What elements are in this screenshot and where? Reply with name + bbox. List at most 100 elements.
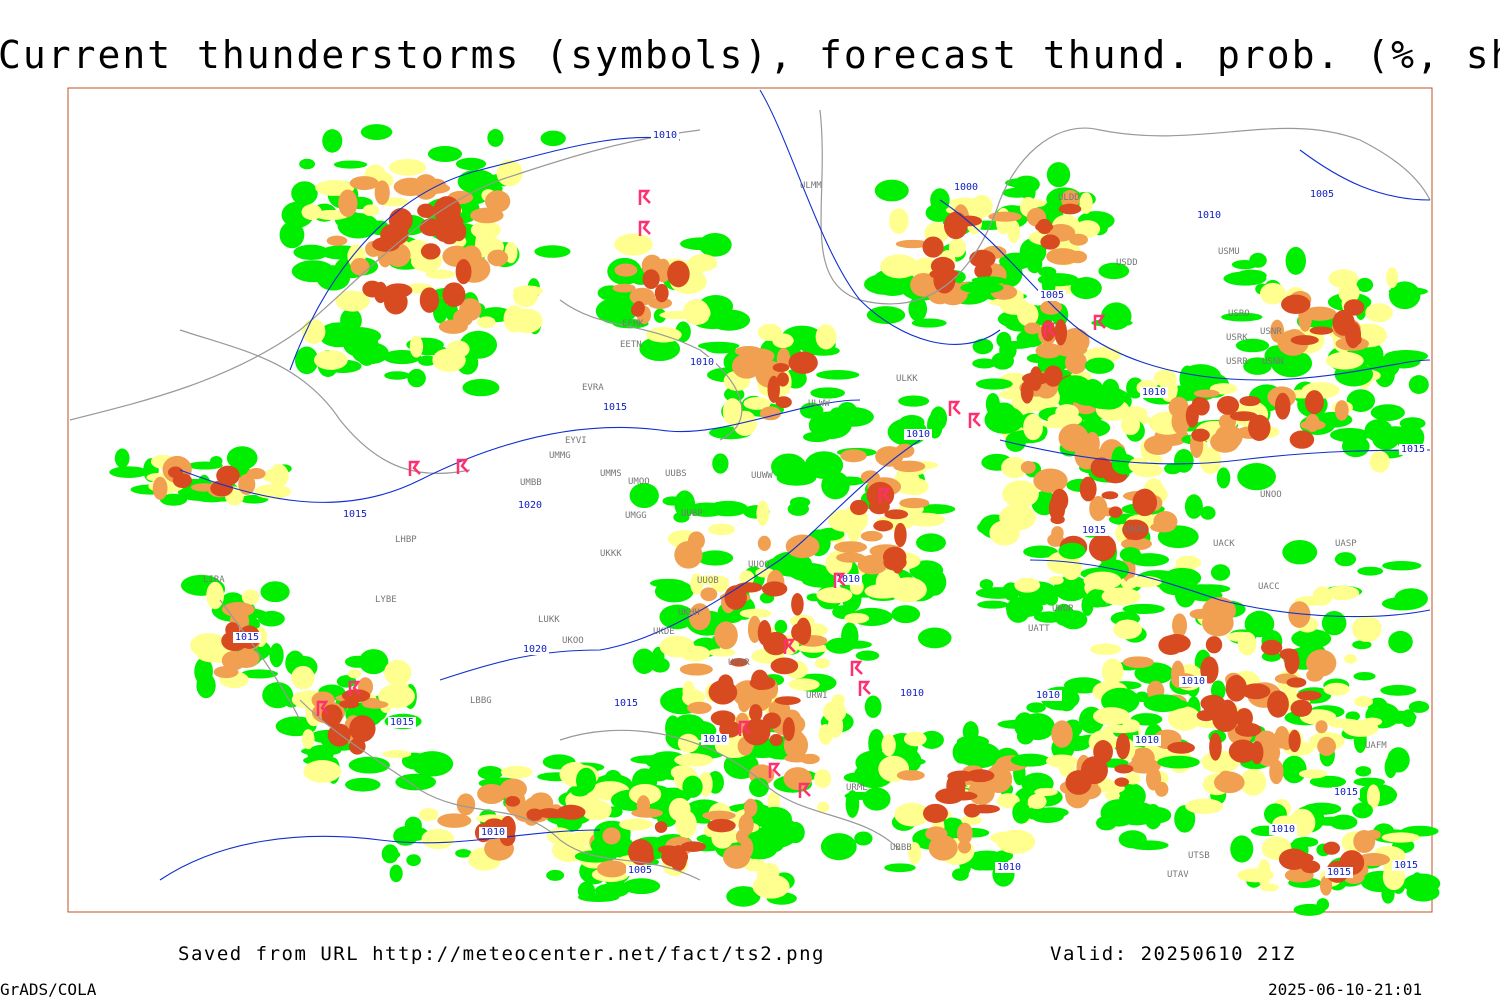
isobar-label: 1005: [628, 865, 652, 876]
shade-cell: [749, 704, 763, 722]
shade-cell: [799, 402, 824, 419]
shade-cell: [1014, 712, 1036, 738]
shade-cell: [1191, 428, 1210, 442]
shade-cell: [360, 124, 393, 140]
shade-cell: [1334, 552, 1357, 567]
shade-cell: [1172, 613, 1188, 638]
isobar-label: 1015: [614, 698, 638, 709]
shade-cell: [1290, 335, 1319, 346]
shade-cell: [293, 244, 329, 260]
shade-cell: [860, 530, 883, 542]
shade-cell: [817, 801, 830, 813]
shade-cell: [1239, 395, 1261, 407]
isobar-label-bg: [1325, 867, 1353, 878]
shade-cell: [816, 587, 853, 604]
shade-cell: [1231, 259, 1258, 270]
shade-cell: [1012, 801, 1031, 824]
shade-cell: [352, 342, 389, 365]
shade-cell: [1046, 248, 1080, 265]
shade-cell: [427, 145, 463, 162]
shade-cell: [679, 663, 713, 676]
station-label: UMBB: [520, 478, 542, 488]
shade-cell: [487, 249, 509, 267]
shade-cell: [1387, 747, 1410, 773]
shade-cell: [1006, 596, 1031, 623]
shade-cell: [722, 845, 751, 869]
shade-cell: [1388, 630, 1413, 654]
isobar-label: 1010: [900, 688, 924, 699]
isobar-label-bg: [388, 717, 416, 728]
shade-cell: [680, 237, 722, 251]
shade-cell: [900, 477, 929, 496]
shade-cell: [770, 657, 799, 675]
isobar-label-bg: [898, 688, 926, 699]
shade-cell: [336, 675, 357, 688]
shade-cell: [503, 305, 526, 333]
station-label: UKHH: [678, 608, 700, 618]
shade-cell: [484, 190, 511, 213]
shade-cell: [928, 835, 958, 861]
shade-cell: [1101, 658, 1124, 685]
station-label: ULDD: [1058, 193, 1080, 203]
thunderstorm-symbol: [833, 572, 846, 588]
shade-cell: [291, 260, 335, 283]
shade-cell: [1317, 736, 1336, 756]
shade-cell: [302, 318, 326, 345]
shade-cell: [788, 351, 818, 374]
shade-cell: [693, 575, 729, 586]
shade-cell: [1101, 587, 1141, 606]
shade-cell: [622, 878, 661, 895]
thunderstorm-symbol: [798, 782, 811, 798]
shade-cell: [1010, 753, 1050, 767]
shade-cell: [881, 733, 896, 757]
shade-cell: [1157, 755, 1200, 769]
shade-cell: [1134, 662, 1174, 685]
isobar-label: 1010: [1142, 387, 1166, 398]
shade-cell: [639, 336, 681, 362]
shade-cell: [1104, 791, 1120, 800]
shade-cell: [1185, 798, 1224, 815]
shade-cell: [782, 717, 795, 742]
shade-cell: [1132, 488, 1158, 517]
shade-cell: [972, 358, 997, 369]
shade-cell: [477, 766, 503, 780]
isobar-label-bg: [341, 509, 369, 520]
shade-cell: [821, 471, 850, 500]
shade-cell: [1291, 628, 1332, 649]
thunderstorm-symbol: [858, 680, 871, 696]
station-label: UUOO: [748, 560, 770, 570]
shade-cell: [596, 860, 628, 878]
shade-cell: [1051, 526, 1064, 541]
shade-cell: [929, 268, 959, 280]
isobar-label: 1015: [1082, 525, 1106, 536]
shade-cell: [659, 604, 695, 630]
shade-cell: [1122, 656, 1154, 668]
shade-cell: [159, 493, 188, 506]
shade-cell: [1080, 756, 1108, 785]
shade-cell: [1059, 610, 1088, 630]
shade-cell: [680, 645, 711, 662]
shade-cell: [345, 777, 381, 792]
station-label: LBBG: [470, 696, 492, 706]
shade-cell: [1126, 575, 1162, 588]
shade-cell: [1159, 577, 1190, 587]
shade-cell: [763, 833, 784, 849]
shade-cell: [1193, 389, 1220, 398]
isobar-label: 1000: [954, 182, 978, 193]
shade-cell: [344, 655, 370, 668]
shade-cell: [1304, 390, 1324, 415]
shade-cell: [894, 522, 907, 548]
shade-cell: [1149, 454, 1163, 465]
shade-cell: [1184, 584, 1218, 596]
shade-cell: [891, 605, 921, 624]
shade-cell: [1079, 476, 1097, 502]
shade-cell: [1248, 414, 1271, 441]
shade-cell: [1243, 357, 1272, 375]
shade-cell: [1408, 375, 1429, 394]
shade-cell: [1210, 564, 1231, 581]
shade-cell: [1014, 577, 1041, 593]
shade-cell: [855, 650, 880, 661]
shade-cell: [1319, 875, 1333, 896]
shade-cell: [1200, 506, 1216, 520]
shade-cell: [1309, 775, 1347, 788]
